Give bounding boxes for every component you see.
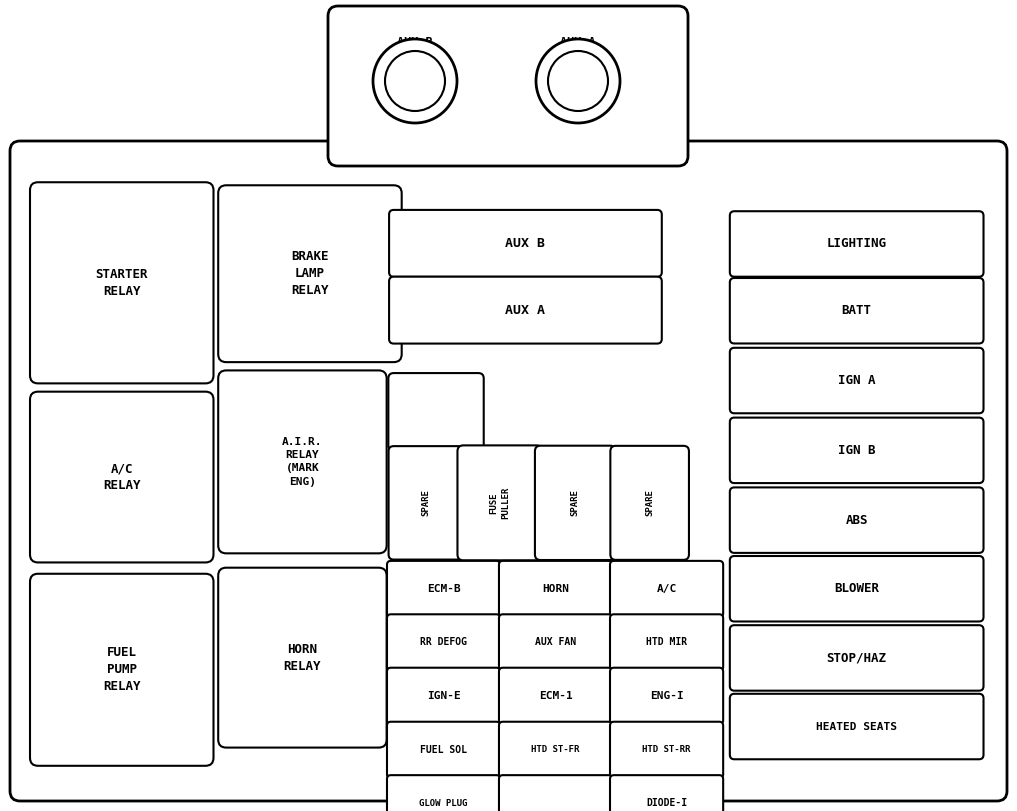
Text: DIODE-I: DIODE-I bbox=[646, 798, 687, 809]
FancyBboxPatch shape bbox=[458, 445, 543, 560]
Text: GLOW PLUG: GLOW PLUG bbox=[419, 799, 468, 808]
Text: HTD MIR: HTD MIR bbox=[646, 637, 687, 647]
Text: AUX FAN: AUX FAN bbox=[535, 637, 576, 647]
Text: BATT: BATT bbox=[842, 304, 872, 317]
Text: HORN
RELAY: HORN RELAY bbox=[284, 642, 321, 672]
Text: FUEL
PUMP
RELAY: FUEL PUMP RELAY bbox=[103, 646, 140, 693]
Text: SPARE: SPARE bbox=[571, 489, 580, 517]
Text: BLOWER: BLOWER bbox=[834, 582, 879, 595]
Circle shape bbox=[548, 51, 608, 111]
Text: AUX B: AUX B bbox=[505, 237, 545, 250]
Circle shape bbox=[385, 51, 445, 111]
FancyBboxPatch shape bbox=[730, 278, 983, 344]
FancyBboxPatch shape bbox=[610, 722, 723, 778]
Text: HTD ST-RR: HTD ST-RR bbox=[643, 745, 691, 754]
FancyBboxPatch shape bbox=[10, 141, 1007, 801]
FancyBboxPatch shape bbox=[219, 371, 386, 553]
FancyBboxPatch shape bbox=[610, 561, 723, 617]
FancyBboxPatch shape bbox=[499, 614, 612, 671]
FancyBboxPatch shape bbox=[499, 561, 612, 617]
FancyBboxPatch shape bbox=[730, 487, 983, 553]
FancyBboxPatch shape bbox=[29, 392, 214, 563]
Circle shape bbox=[373, 39, 457, 123]
Text: A.I.R.
RELAY
(MARK
ENG): A.I.R. RELAY (MARK ENG) bbox=[282, 437, 322, 487]
FancyBboxPatch shape bbox=[390, 277, 662, 344]
Text: FUEL SOL: FUEL SOL bbox=[420, 744, 467, 755]
Text: STARTER
RELAY: STARTER RELAY bbox=[96, 268, 148, 298]
FancyBboxPatch shape bbox=[387, 775, 500, 811]
Text: HEATED SEATS: HEATED SEATS bbox=[817, 722, 897, 732]
Text: SPARE: SPARE bbox=[645, 489, 654, 517]
FancyBboxPatch shape bbox=[730, 693, 983, 759]
Text: AUX B: AUX B bbox=[398, 36, 433, 49]
Bar bbox=[350, 141, 666, 156]
Text: BRAKE
LAMP
RELAY: BRAKE LAMP RELAY bbox=[291, 251, 328, 297]
Text: STOP/HAZ: STOP/HAZ bbox=[827, 651, 887, 664]
Text: AUX A: AUX A bbox=[505, 303, 545, 316]
FancyBboxPatch shape bbox=[499, 775, 612, 811]
Text: ENG-I: ENG-I bbox=[650, 691, 683, 701]
Text: HTD ST-FR: HTD ST-FR bbox=[531, 745, 580, 754]
FancyBboxPatch shape bbox=[610, 614, 723, 671]
Text: AUX A: AUX A bbox=[560, 36, 596, 49]
Text: A/C: A/C bbox=[656, 584, 676, 594]
FancyBboxPatch shape bbox=[388, 446, 463, 560]
FancyBboxPatch shape bbox=[730, 211, 983, 277]
Text: IGN B: IGN B bbox=[838, 444, 876, 457]
FancyBboxPatch shape bbox=[387, 561, 500, 617]
FancyBboxPatch shape bbox=[388, 373, 484, 451]
FancyBboxPatch shape bbox=[328, 6, 687, 166]
FancyBboxPatch shape bbox=[219, 185, 402, 363]
FancyBboxPatch shape bbox=[387, 667, 500, 724]
FancyBboxPatch shape bbox=[610, 775, 723, 811]
FancyBboxPatch shape bbox=[730, 625, 983, 691]
Circle shape bbox=[536, 39, 620, 123]
FancyBboxPatch shape bbox=[610, 446, 689, 560]
FancyBboxPatch shape bbox=[535, 446, 615, 560]
FancyBboxPatch shape bbox=[730, 556, 983, 621]
FancyBboxPatch shape bbox=[387, 722, 500, 778]
FancyBboxPatch shape bbox=[499, 722, 612, 778]
FancyBboxPatch shape bbox=[29, 182, 214, 384]
Text: SPARE: SPARE bbox=[421, 489, 430, 517]
FancyBboxPatch shape bbox=[29, 573, 214, 766]
Text: FUSE
PULLER: FUSE PULLER bbox=[489, 487, 511, 519]
FancyBboxPatch shape bbox=[610, 667, 723, 724]
FancyBboxPatch shape bbox=[387, 614, 500, 671]
Text: ECM-1: ECM-1 bbox=[539, 691, 573, 701]
FancyBboxPatch shape bbox=[390, 210, 662, 277]
Text: RR DEFOG: RR DEFOG bbox=[420, 637, 467, 647]
Text: ECM-B: ECM-B bbox=[427, 584, 461, 594]
Text: A/C
RELAY: A/C RELAY bbox=[103, 462, 140, 492]
FancyBboxPatch shape bbox=[499, 667, 612, 724]
FancyBboxPatch shape bbox=[730, 418, 983, 483]
Text: HORN: HORN bbox=[542, 584, 570, 594]
FancyBboxPatch shape bbox=[219, 568, 386, 748]
Text: IGN-E: IGN-E bbox=[427, 691, 461, 701]
FancyBboxPatch shape bbox=[730, 348, 983, 414]
Text: LIGHTING: LIGHTING bbox=[827, 238, 887, 251]
Text: ABS: ABS bbox=[845, 513, 868, 526]
Text: IGN A: IGN A bbox=[838, 374, 876, 387]
